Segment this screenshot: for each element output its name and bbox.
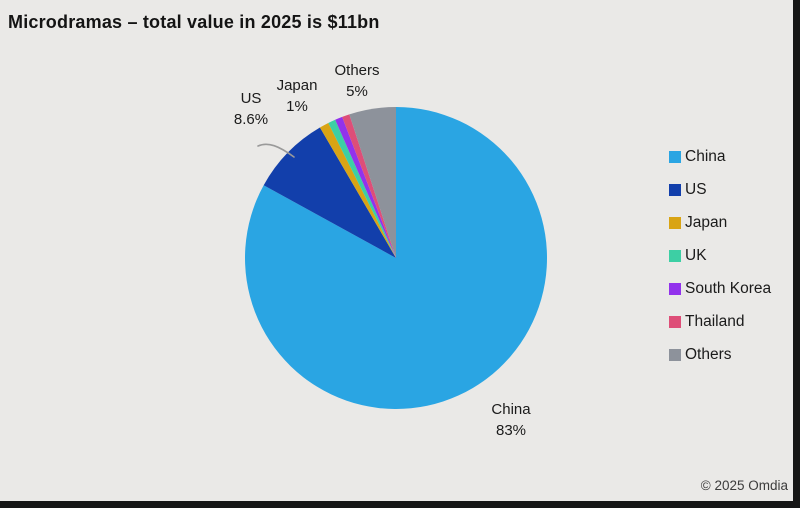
legend-label-others: Others — [685, 346, 732, 363]
legend-item-south-korea: South Korea — [669, 279, 771, 299]
data-label-us: US 8.6% — [234, 88, 268, 130]
pie-slice-us — [263, 127, 396, 258]
data-label-us-name: US — [240, 90, 262, 107]
legend-item-us: US — [669, 180, 771, 200]
pie-slice-japan — [319, 123, 396, 258]
legend-swatch-others — [669, 349, 681, 361]
pie-slices — [245, 106, 548, 409]
legend-swatch-japan — [669, 217, 681, 229]
data-label-us-value: 8.6% — [233, 111, 269, 128]
pie-slice-uk — [328, 119, 396, 258]
legend-label-uk: UK — [685, 247, 707, 264]
legend-item-thailand: Thailand — [669, 312, 771, 332]
legend-swatch-uk — [669, 250, 681, 262]
legend-item-others: Others — [669, 345, 771, 365]
data-label-others-value: 5% — [346, 83, 368, 100]
pie-slice-others — [349, 107, 396, 258]
legend-item-japan: Japan — [669, 213, 771, 233]
data-label-china: China 83% — [491, 399, 530, 441]
legend-label-us: US — [685, 181, 707, 198]
legend-swatch-thailand — [669, 316, 681, 328]
data-label-others: Others 5% — [334, 60, 379, 102]
legend-item-china: China — [669, 147, 771, 167]
legend-label-thailand: Thailand — [685, 313, 745, 330]
legend-swatch-south-korea — [669, 283, 681, 295]
legend-label-japan: Japan — [685, 214, 728, 231]
legend-item-uk: UK — [669, 246, 771, 266]
chart-title: Microdramas – total value in 2025 is $11… — [8, 12, 380, 32]
data-label-japan-value: 1% — [286, 98, 308, 115]
legend-swatch-us — [669, 184, 681, 196]
data-label-japan: Japan 1% — [277, 75, 318, 117]
data-label-others-name: Others — [334, 62, 380, 79]
legend-swatch-china — [669, 151, 681, 163]
bottom-frame-bar — [0, 501, 800, 508]
us-leader-line — [257, 143, 295, 158]
pie-slice-china — [245, 106, 548, 409]
data-label-china-value: 83% — [495, 422, 527, 439]
pie-slice-south-korea — [335, 116, 396, 258]
chart-legend: China US Japan UK South Korea Thailand O… — [669, 147, 771, 378]
data-label-china-name: China — [491, 401, 531, 418]
copyright-text: © 2025 Omdia — [700, 478, 788, 493]
right-frame-bar — [793, 0, 800, 508]
data-label-japan-name: Japan — [276, 77, 318, 94]
legend-label-china: China — [685, 148, 726, 165]
legend-label-south-korea: South Korea — [685, 280, 772, 297]
pie-slice-thailand — [342, 114, 396, 258]
